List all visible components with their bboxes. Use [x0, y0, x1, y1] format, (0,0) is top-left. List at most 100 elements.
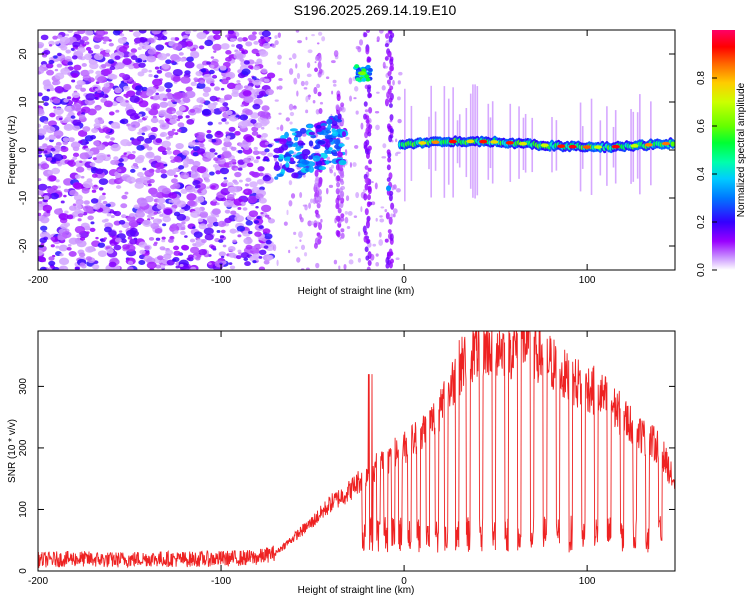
noise-blob: [172, 76, 181, 83]
noise-blob: [164, 42, 169, 46]
noise-blob: [108, 42, 114, 47]
noise-blob: [184, 61, 195, 69]
noise-blob: [43, 124, 50, 130]
noise-blob: [213, 86, 221, 91]
noise-blob: [77, 130, 88, 137]
noise-blob: [236, 79, 241, 84]
noise-blob: [64, 66, 69, 69]
sparse-dot: [297, 40, 303, 44]
sparse-dot: [357, 46, 362, 53]
noise-blob: [219, 167, 230, 175]
noise-blob: [107, 154, 111, 157]
noise-blob: [167, 130, 175, 136]
streak-blob: [335, 163, 340, 171]
noise-blob: [225, 110, 233, 116]
noise-blob: [194, 133, 199, 137]
noise-blob: [108, 111, 115, 116]
sparse-dot: [296, 257, 301, 263]
streak-blob: [336, 175, 341, 182]
noise-blob: [95, 107, 101, 111]
noise-blob: [162, 223, 167, 227]
sparse-dot: [395, 257, 400, 261]
emerging-blob: [320, 122, 328, 127]
noise-blob: [169, 235, 175, 240]
sparse-dot: [274, 35, 278, 39]
noise-blob: [176, 110, 184, 116]
sparse-dot: [288, 68, 294, 75]
noise-blob: [129, 238, 138, 245]
noise-blob: [158, 119, 165, 124]
noise-blob: [181, 150, 190, 156]
sparse-dot: [378, 30, 384, 34]
emerging-blob: [301, 149, 311, 156]
noise-blob: [240, 104, 245, 108]
noise-blob: [219, 235, 225, 239]
noise-blob: [225, 50, 232, 55]
noise-blob: [55, 179, 60, 183]
noise-blob: [212, 209, 221, 215]
noise-blob: [57, 52, 62, 57]
sparse-dot: [278, 112, 282, 115]
sparse-dot: [303, 87, 308, 90]
emerging-blob: [280, 134, 287, 140]
noise-blob: [150, 216, 155, 220]
sparse-dot: [305, 95, 309, 103]
noise-blob: [52, 266, 61, 270]
noise-blob: [85, 147, 90, 152]
noise-blob: [91, 173, 98, 178]
isolated-peak: [386, 185, 392, 192]
sparse-dot: [392, 213, 396, 218]
noise-blob: [115, 65, 120, 69]
tone-peak: [661, 141, 670, 146]
noise-blob: [80, 87, 86, 92]
noise-blob: [77, 30, 86, 35]
noise-blob: [115, 109, 120, 113]
noise-blob: [253, 146, 258, 151]
sparse-dot: [300, 80, 305, 87]
noise-blob: [100, 206, 111, 214]
noise-blob: [121, 214, 127, 219]
noise-blob: [228, 126, 236, 132]
noise-blob: [129, 227, 138, 234]
noise-blob: [199, 211, 209, 218]
noise-blob: [52, 35, 58, 40]
noise-blob: [248, 210, 259, 218]
noise-blob: [144, 195, 154, 203]
noise-blob: [141, 86, 148, 92]
noise-blob: [117, 162, 124, 167]
noise-blob: [110, 74, 118, 80]
streak-blob: [363, 193, 368, 201]
noise-blob: [253, 220, 260, 224]
emerging-blob: [286, 141, 294, 146]
noise-blob: [146, 55, 157, 63]
sparse-dot: [397, 96, 401, 101]
tone-peak: [540, 143, 549, 148]
streak-blob: [365, 118, 370, 124]
noise-blob: [108, 261, 117, 268]
streak-blob: [388, 134, 393, 143]
noise-blob: [266, 72, 276, 79]
streak-blob: [366, 194, 371, 201]
noise-blob: [48, 256, 55, 261]
noise-blob: [244, 183, 250, 187]
noise-blob: [77, 218, 82, 222]
emerging-blob: [315, 124, 322, 129]
sparse-dot: [299, 213, 302, 220]
noise-blob: [63, 83, 72, 90]
noise-blob: [49, 112, 56, 118]
streak-blob: [386, 91, 391, 99]
noise-blob: [93, 140, 100, 146]
noise-blob: [257, 166, 265, 172]
noise-blob: [196, 134, 205, 141]
noise-blob: [144, 245, 150, 250]
streak-blob: [388, 97, 393, 103]
noise-blob: [67, 30, 74, 33]
emerging-blob: [317, 140, 326, 145]
noise-blob: [117, 37, 127, 44]
noise-blob: [185, 115, 190, 119]
noise-blob: [58, 257, 70, 266]
noise-blob: [164, 113, 173, 120]
streak-blob: [340, 213, 345, 218]
noise-blob: [48, 44, 53, 47]
streak-blob: [366, 266, 371, 270]
